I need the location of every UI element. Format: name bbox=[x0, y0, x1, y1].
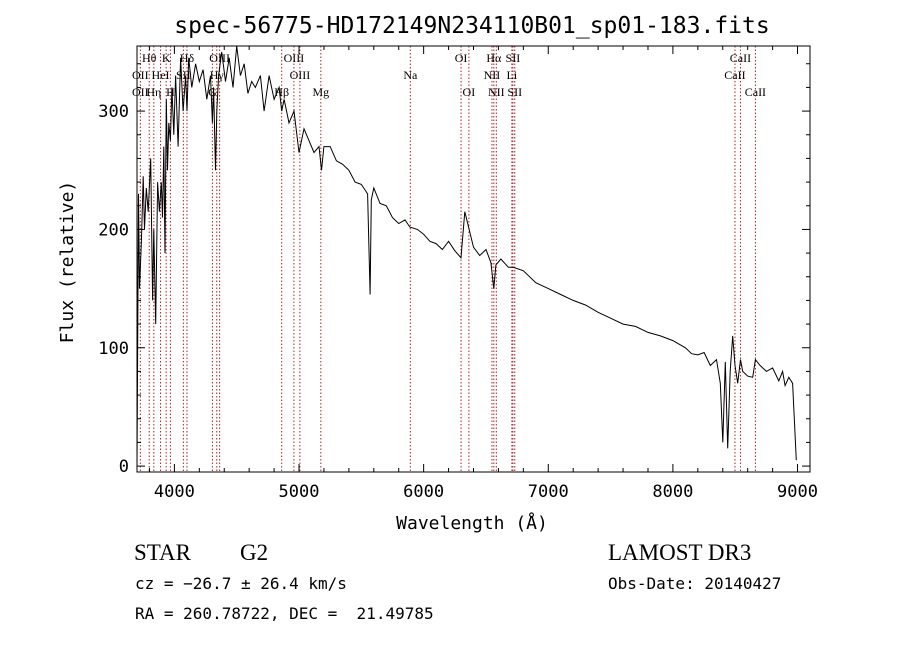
y-axis-ticks: 0 100 200 300 bbox=[98, 63, 810, 477]
spectral-line-label: NII bbox=[484, 68, 501, 82]
y-tick-label: 0 bbox=[119, 457, 129, 477]
spectral-line-label: OII bbox=[132, 68, 149, 82]
spectral-line-label: Na bbox=[403, 68, 418, 82]
x-tick-label: 7000 bbox=[528, 482, 569, 502]
spectral-line-label: SII bbox=[507, 85, 522, 99]
spectral-line-label: H bbox=[166, 85, 175, 99]
x-tick-label: 4000 bbox=[154, 482, 195, 502]
plot-frame bbox=[136, 45, 811, 473]
spectral-line-label: OI bbox=[455, 51, 468, 65]
obs-date: Obs-Date: 20140427 bbox=[608, 574, 782, 593]
spectral-line-label: K bbox=[162, 51, 171, 65]
x-tick-label: 8000 bbox=[652, 482, 693, 502]
y-tick-label: 100 bbox=[98, 339, 129, 359]
spectral-line-label: CaII bbox=[730, 51, 751, 65]
x-axis-ticks: 4000 5000 6000 7000 8000 9000 bbox=[148, 46, 818, 502]
spectral-line-label: Hδ bbox=[180, 51, 195, 65]
y-axis-label: Flux (relative) bbox=[57, 181, 78, 344]
x-axis-label: Wavelength (Å) bbox=[396, 512, 548, 534]
coordinates: RA = 260.78722, DEC = 21.49785 bbox=[135, 604, 434, 623]
spectral-line-label: OI bbox=[463, 85, 476, 99]
x-tick-label: 6000 bbox=[403, 482, 444, 502]
spectral-line-label: Hη bbox=[146, 85, 161, 99]
spectral-line-label: Hα bbox=[486, 51, 502, 65]
spectral-line-label: NII bbox=[488, 85, 505, 99]
spectrum-line bbox=[136, 45, 797, 467]
chart-title: spec-56775-HD172149N234110B01_sp01-183.f… bbox=[174, 13, 769, 39]
y-tick-label: 300 bbox=[98, 102, 129, 122]
redshift-readout: cz = −26.7 ± 26.4 km/s bbox=[135, 574, 347, 593]
spectral-line-label: G bbox=[208, 85, 217, 99]
subclass: G2 bbox=[240, 540, 269, 565]
spectral-line-label: OIII bbox=[209, 51, 230, 65]
spectral-line-label: HeI bbox=[152, 68, 170, 82]
object-class: STAR bbox=[134, 540, 191, 565]
spectral-line-label: OII bbox=[132, 85, 149, 99]
spectral-line-label: Hβ bbox=[274, 85, 289, 99]
x-tick-label: 9000 bbox=[777, 482, 818, 502]
spectral-line-markers bbox=[139, 46, 756, 472]
spectral-line-label: Hγ bbox=[210, 68, 225, 82]
spectral-line-label: Hθ bbox=[142, 51, 157, 65]
spectral-line-label: SII bbox=[506, 51, 521, 65]
spectral-line-label: CaII bbox=[724, 68, 745, 82]
spectral-line-label: OIII bbox=[290, 68, 311, 82]
spectral-line-label: Li bbox=[507, 68, 518, 82]
y-tick-label: 200 bbox=[98, 220, 129, 240]
spectral-line-label: Mg bbox=[312, 85, 329, 99]
spectral-line-label: CaII bbox=[745, 85, 766, 99]
x-tick-label: 5000 bbox=[279, 482, 320, 502]
spectral-line-label: OIII bbox=[284, 51, 305, 65]
survey-name: LAMOST DR3 bbox=[608, 540, 752, 565]
